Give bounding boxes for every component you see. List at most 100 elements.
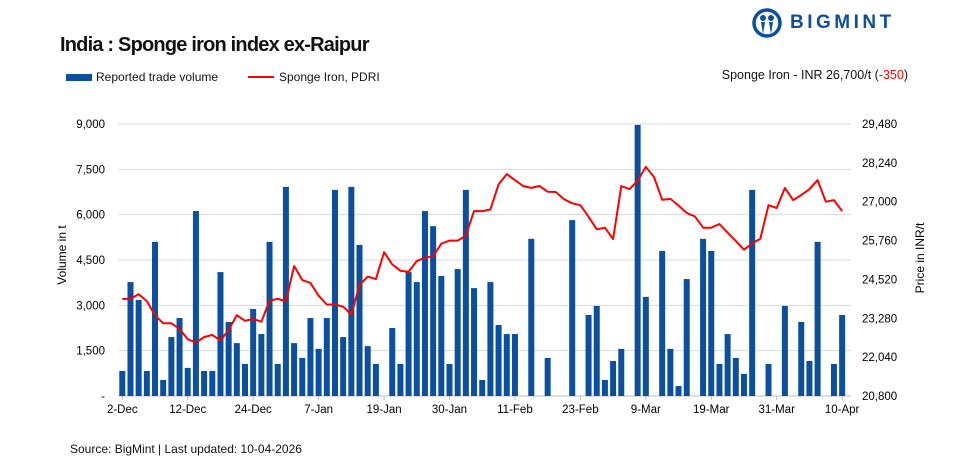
bigmint-logo-icon: [752, 8, 782, 38]
volume-bar: [634, 124, 641, 396]
volume-bar: [119, 370, 126, 396]
volume-bar: [372, 363, 379, 396]
y-tick-label: 7,500: [76, 164, 105, 176]
legend-swatch-bar: [66, 73, 92, 81]
x-tick-label: 31-Mar: [758, 404, 795, 416]
y2-tick-label: 28,240: [862, 158, 897, 170]
volume-bar: [593, 305, 600, 396]
volume-bar: [143, 370, 150, 396]
volume-bar: [315, 348, 322, 396]
volume-bar: [176, 318, 183, 396]
volume-bar: [806, 360, 813, 396]
x-tick-label: 2-Dec: [107, 404, 138, 416]
volume-bar: [323, 318, 330, 396]
volume-bar: [683, 279, 690, 396]
volume-bar: [340, 337, 347, 396]
volume-bar: [511, 334, 518, 396]
y2-tick-label: 25,760: [862, 236, 897, 248]
volume-bar: [798, 321, 805, 396]
price-change: -350: [878, 68, 904, 82]
volume-bar: [430, 226, 437, 396]
y2-tick-label: 27,000: [862, 197, 897, 209]
volume-bar: [152, 241, 159, 396]
price-note-text: Sponge Iron - INR 26,700/t (: [721, 68, 879, 82]
volume-bar: [421, 211, 428, 396]
volume-bar: [217, 272, 224, 396]
chart-title: India : Sponge iron index ex-Raipur: [60, 34, 370, 56]
latest-price-note: Sponge Iron - INR 26,700/t (-350): [722, 68, 908, 82]
volume-bar: [201, 370, 208, 396]
volume-bar: [618, 348, 625, 396]
y2-tick-label: 29,480: [862, 119, 897, 131]
volume-bar: [307, 318, 314, 396]
volume-bar: [356, 244, 363, 396]
volume-bar: [135, 299, 142, 396]
volume-bar: [389, 328, 396, 396]
y-axis-title: Volume in t: [55, 225, 69, 285]
volume-bar: [242, 363, 248, 396]
volume-bar: [839, 315, 846, 396]
volume-bar: [585, 315, 592, 396]
price-line: [122, 165, 843, 344]
x-tick-label: 19-Jan: [366, 404, 401, 416]
volume-bar: [397, 363, 404, 396]
volume-bar: [250, 308, 257, 396]
x-tick-label: 12-Dec: [169, 404, 206, 416]
volume-bar: [258, 334, 265, 396]
volume-bar: [716, 363, 723, 396]
volume-bar: [610, 360, 617, 396]
volume-bar: [495, 324, 502, 396]
volume-bar: [765, 363, 772, 396]
x-tick-label: 10-Apr: [825, 404, 860, 416]
x-tick-label: 9-Mar: [631, 404, 661, 416]
volume-bar: [503, 334, 510, 396]
volume-bar: [331, 189, 338, 396]
volume-bar: [814, 241, 821, 396]
x-tick-label: 23-Feb: [562, 404, 598, 416]
volume-bar: [471, 288, 478, 396]
volume-bar: [749, 189, 756, 396]
x-tick-label: 19-Mar: [693, 404, 730, 416]
volume-bar: [192, 211, 199, 396]
volume-bar: [659, 250, 666, 396]
x-tick-label: 11-Feb: [497, 404, 533, 416]
y-tick-label: 6,000: [76, 210, 105, 222]
volume-bar: [438, 276, 445, 396]
y-tick-label: -: [101, 391, 105, 403]
x-tick-label: 30-Jan: [432, 404, 467, 416]
y2-tick-label: 23,280: [862, 313, 897, 325]
volume-bar: [348, 186, 355, 396]
volume-bar: [528, 238, 535, 396]
volume-bar: [454, 269, 461, 396]
volume-bar: [708, 250, 715, 396]
volume-bar: [667, 348, 674, 396]
legend-label-volume: Reported trade volume: [96, 70, 219, 84]
volume-bar: [291, 343, 298, 396]
volume-bar: [830, 363, 837, 396]
y2-tick-label: 24,520: [862, 274, 897, 286]
volume-bar: [544, 357, 551, 396]
y-tick-label: 3,000: [76, 300, 105, 312]
volume-bar: [160, 379, 167, 396]
y-tick-label: 9,000: [76, 119, 105, 131]
y2-tick-label: 22,040: [862, 352, 897, 364]
volume-bar: [724, 334, 731, 396]
y-tick-label: 4,500: [76, 255, 105, 267]
legend-item-volume: Reported trade volume: [66, 70, 218, 84]
legend-item-price: Sponge Iron, PDRI: [248, 70, 380, 84]
volume-bar: [601, 379, 608, 396]
volume-bar: [127, 282, 134, 396]
volume-bar: [168, 337, 175, 396]
y-tick-label: 1,500: [76, 346, 105, 358]
brand-name: BIGMINT: [790, 12, 895, 33]
volume-bar: [569, 220, 576, 396]
volume-bar: [266, 241, 273, 396]
bigmint-logo: BIGMINT: [752, 8, 895, 38]
x-tick-label: 24-Dec: [235, 404, 272, 416]
y2-tick-label: 20,800: [862, 391, 897, 403]
volume-bar: [732, 357, 739, 396]
volume-bar: [299, 357, 306, 396]
volume-bar: [225, 321, 232, 396]
volume-bar: [700, 238, 707, 396]
